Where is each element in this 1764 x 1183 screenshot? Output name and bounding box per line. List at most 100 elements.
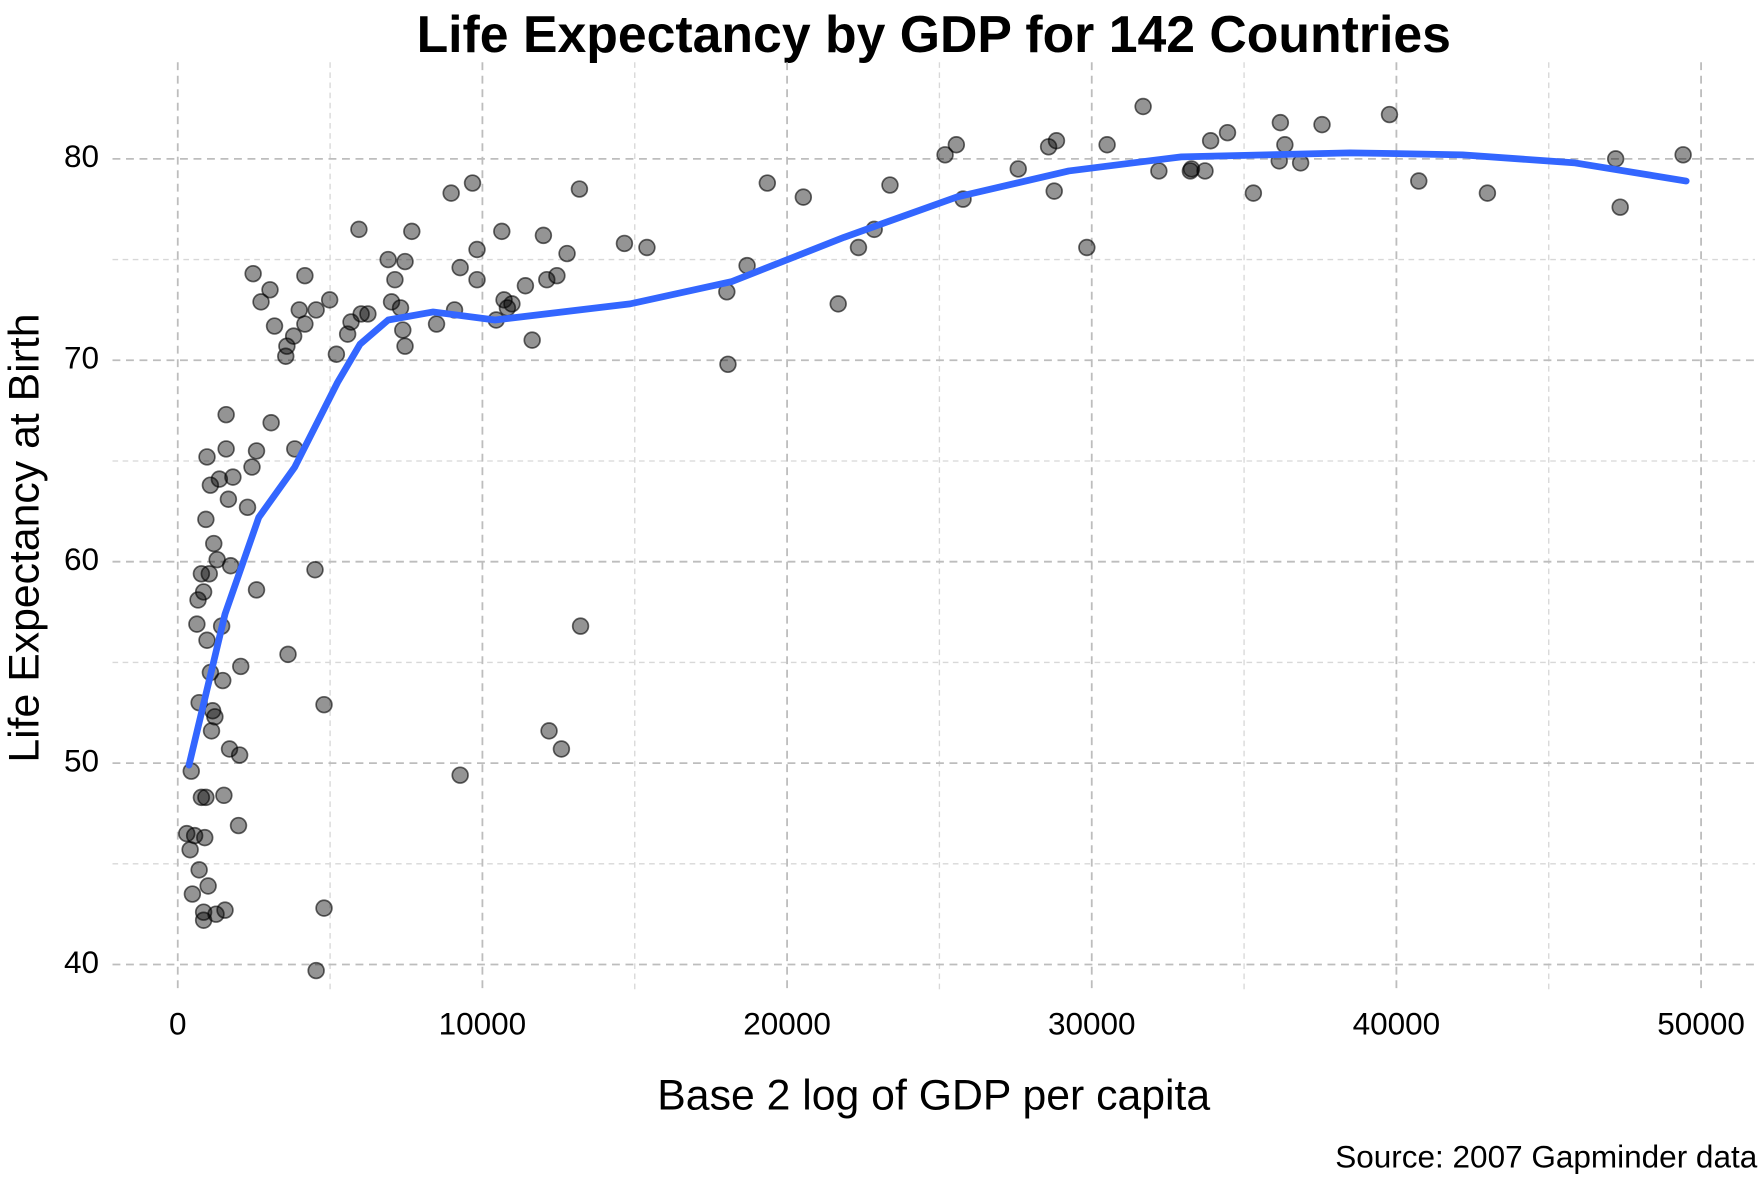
- data-point: [247, 442, 266, 460]
- data-point: [219, 490, 238, 508]
- data-point: [320, 291, 339, 309]
- y-tick-label: 70: [64, 340, 99, 376]
- data-point: [229, 816, 248, 835]
- data-point: [207, 905, 225, 923]
- data-point: [829, 295, 847, 313]
- data-point: [468, 240, 486, 259]
- data-point: [350, 220, 368, 239]
- data-point: [523, 331, 541, 349]
- data-point: [493, 222, 511, 241]
- data-point: [1078, 238, 1096, 257]
- data-point: [1098, 136, 1116, 154]
- data-point: [503, 295, 521, 313]
- y-tick-label: 60: [64, 541, 99, 577]
- data-point: [188, 615, 206, 633]
- data-point: [296, 266, 314, 285]
- caption: Source: 2007 Gapminder data: [1335, 1138, 1758, 1174]
- data-point: [1271, 113, 1290, 132]
- x-tick-label: 20000: [743, 1006, 831, 1042]
- data-point: [279, 645, 297, 664]
- data-point: [1611, 198, 1629, 216]
- data-point: [881, 176, 899, 194]
- data-point: [794, 188, 813, 206]
- data-point: [198, 448, 216, 466]
- data-point: [192, 788, 211, 807]
- data-point: [1047, 132, 1066, 150]
- data-point: [1478, 184, 1497, 202]
- data-point: [451, 258, 469, 277]
- data-point: [1182, 160, 1201, 178]
- data-point: [202, 722, 221, 740]
- y-tick-label: 40: [64, 944, 99, 980]
- data-point: [1134, 97, 1152, 116]
- y-tick-label: 50: [64, 742, 99, 778]
- data-point: [570, 180, 589, 198]
- data-point: [201, 476, 220, 494]
- data-point: [1150, 162, 1168, 180]
- data-point: [571, 617, 590, 635]
- data-point: [252, 293, 270, 311]
- data-point: [386, 270, 404, 289]
- data-point: [379, 250, 397, 269]
- data-point: [463, 174, 482, 192]
- data-point: [217, 440, 235, 458]
- data-point: [719, 355, 737, 374]
- data-point: [394, 321, 412, 339]
- data-point: [1313, 115, 1331, 134]
- trend-line: [185, 149, 1690, 769]
- data-point: [205, 534, 223, 553]
- data-point: [215, 786, 233, 805]
- data-point: [200, 565, 218, 583]
- data-point: [217, 405, 235, 424]
- y-tick-label: 80: [64, 138, 99, 174]
- data-point: [261, 281, 279, 299]
- data-point: [352, 305, 370, 323]
- data-point: [216, 901, 234, 919]
- data-point: [1380, 105, 1399, 124]
- x-tick-label: 10000: [439, 1006, 527, 1042]
- data-point: [327, 345, 346, 363]
- data-point: [197, 510, 215, 529]
- data-point: [1410, 172, 1428, 190]
- data-point: [206, 708, 224, 726]
- data-point: [396, 252, 414, 271]
- data-point: [230, 746, 249, 764]
- data-point: [638, 238, 656, 257]
- x-tick-label: 50000: [1657, 1006, 1745, 1042]
- data-point: [221, 557, 240, 575]
- data-point: [197, 788, 215, 807]
- data-point: [183, 885, 202, 903]
- data-point: [1009, 160, 1027, 178]
- x-axis-title: Base 2 log of GDP per capita: [657, 1072, 1210, 1120]
- data-point: [247, 581, 266, 599]
- data-point: [1606, 150, 1625, 168]
- data-point: [232, 657, 250, 676]
- chart-title: Life Expectancy by GDP for 142 Countries: [417, 5, 1451, 63]
- data-point: [1674, 146, 1692, 164]
- data-point: [1276, 136, 1294, 154]
- data-point: [315, 695, 333, 714]
- data-point: [307, 961, 325, 980]
- data-point: [1196, 162, 1214, 180]
- data-point: [199, 877, 217, 895]
- data-point: [558, 244, 576, 263]
- data-point: [198, 631, 216, 649]
- data-point: [306, 561, 324, 579]
- data-point: [243, 458, 261, 476]
- x-tick-label: 40000: [1353, 1006, 1441, 1042]
- data-point: [442, 184, 460, 202]
- data-point: [382, 293, 401, 311]
- data-point: [758, 174, 777, 192]
- data-point: [238, 498, 257, 517]
- data-point: [396, 337, 414, 355]
- data-point: [194, 583, 213, 601]
- data-point: [403, 222, 421, 241]
- data-point: [1045, 182, 1063, 200]
- data-point: [262, 414, 280, 432]
- data-point: [296, 315, 314, 333]
- x-tick-label: 30000: [1048, 1006, 1136, 1042]
- data-point: [468, 270, 486, 289]
- data-point: [315, 899, 333, 917]
